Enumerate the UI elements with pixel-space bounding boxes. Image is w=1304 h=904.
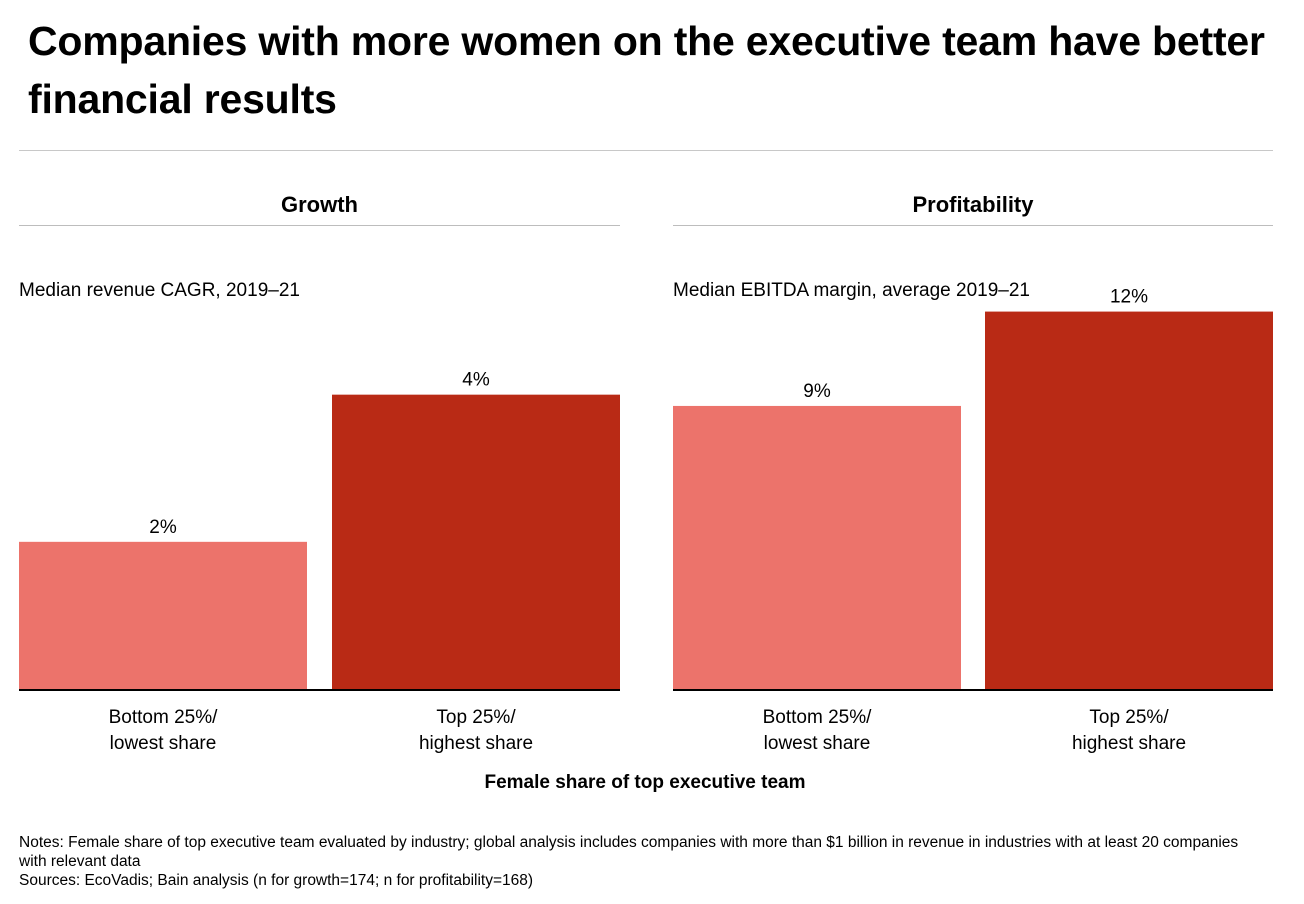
growth-panel-divider xyxy=(19,225,620,226)
profitability-panel-title: Profitability xyxy=(912,192,1034,217)
footnotes: Notes: Female share of top executive tea… xyxy=(19,833,1249,890)
growth-data-label: 4% xyxy=(462,370,490,391)
notes-text: Notes: Female share of top executive tea… xyxy=(19,834,1239,870)
growth-panel-title: Growth xyxy=(281,192,358,217)
profitability-category-label: Top 25%/highest share xyxy=(1072,707,1186,754)
growth-bar-top-25 xyxy=(332,394,620,689)
title-divider xyxy=(19,150,1273,151)
profitability-category-label: Bottom 25%/lowest share xyxy=(763,707,872,754)
growth-metric-label: Median revenue CAGR, 2019–21 xyxy=(19,280,300,301)
profitability-metric-label: Median EBITDA margin, average 2019–21 xyxy=(673,280,1030,301)
growth-data-label: 2% xyxy=(149,517,177,538)
profitability-panel-divider xyxy=(673,225,1273,226)
growth-bar-bottom-25 xyxy=(19,541,307,689)
growth-category-label: Bottom 25%/lowest share xyxy=(109,707,218,754)
profitability-data-label: 12% xyxy=(1110,287,1148,308)
growth-category-label: Top 25%/highest share xyxy=(419,707,533,754)
profitability-data-label: 9% xyxy=(803,381,831,402)
bar-charts: 2% Bottom 25%/lowest share 4% Top 25%/highe… xyxy=(19,287,1273,754)
profitability-bar-bottom-25 xyxy=(673,405,961,689)
chart-title: Companies with more women on the executi… xyxy=(28,18,1265,122)
x-axis-title: Female share of top executive team xyxy=(484,772,806,793)
profitability-bar-top-25 xyxy=(985,311,1273,689)
sources-text: Sources: EcoVadis; Bain analysis (n for … xyxy=(19,872,534,889)
